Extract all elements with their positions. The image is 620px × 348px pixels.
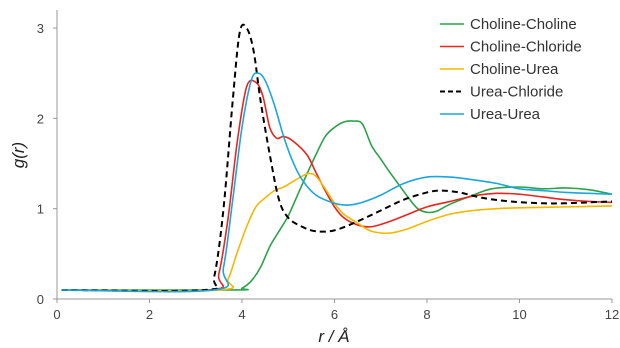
series-line-urea-chloride	[61, 23, 613, 292]
x-tick-label: 8	[423, 307, 430, 322]
y-tick-label: 1	[37, 202, 44, 217]
x-tick-label: 0	[53, 307, 60, 322]
y-axis-title: g(r)	[9, 142, 28, 168]
legend: Choline-Choline Choline-Chloride Choline-U…	[440, 16, 582, 123]
series-line-choline-choline	[61, 120, 613, 291]
legend-label-choline-chloride: Choline-Chloride	[470, 39, 582, 56]
series-lines	[61, 23, 613, 293]
x-tick-label: 12	[605, 307, 619, 322]
x-tick-labels: 0 2 4 6 8 10 12	[53, 299, 619, 322]
x-tick-label: 4	[238, 307, 245, 322]
series-line-choline-chloride	[61, 79, 613, 292]
legend-label-choline-urea: Choline-Urea	[470, 61, 559, 78]
x-tick-label: 6	[331, 307, 338, 322]
series-line-choline-urea	[61, 172, 613, 292]
y-tick-label: 2	[37, 111, 44, 126]
legend-label-choline-choline: Choline-Choline	[470, 16, 577, 33]
x-tick-label: 2	[146, 307, 153, 322]
y-tick-label: 0	[37, 292, 44, 307]
legend-label-urea-urea: Urea-Urea	[470, 106, 541, 123]
x-axis-title: r / Å	[318, 327, 349, 346]
x-tick-label: 10	[512, 307, 526, 322]
y-tick-labels: 0 1 2 3	[37, 21, 57, 307]
series-line-urea-urea	[61, 72, 613, 293]
legend-label-urea-chloride: Urea-Chloride	[470, 84, 563, 101]
y-tick-label: 3	[37, 21, 44, 36]
